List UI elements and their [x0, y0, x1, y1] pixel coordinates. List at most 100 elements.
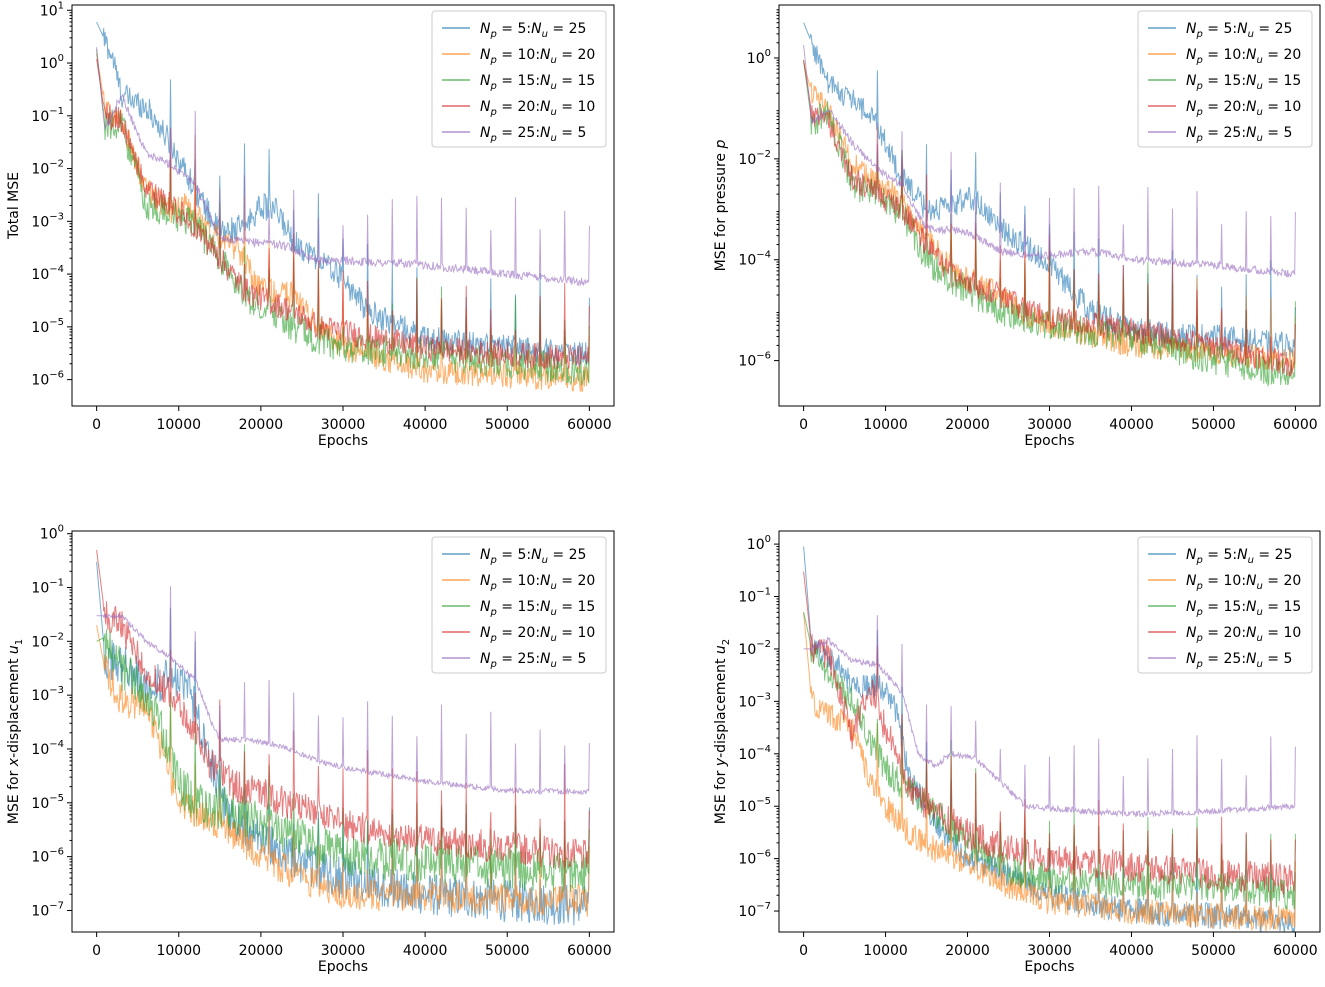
chart-panel-3: 0 10000 20000 30000 40000 50000 60000 100 10−1 10… — [6, 524, 615, 975]
legend-frame — [1137, 536, 1313, 674]
legend-label-2: Np = 10:Nu = 20 — [1186, 47, 1301, 66]
y-tick-label: 10−5 — [738, 796, 771, 815]
x-tick-label: 0 — [92, 943, 101, 959]
y-tick-label: 10−1 — [31, 106, 64, 125]
y-tick-label: 100 — [40, 524, 64, 543]
x-axis-label: Epochs — [318, 959, 368, 975]
x-tick-label: 10000 — [863, 417, 908, 433]
x-tick-label: 60000 — [1273, 943, 1318, 959]
y-tick-label: 10−6 — [738, 351, 771, 370]
series-line-5 — [803, 615, 1296, 818]
x-tick-label: 20000 — [239, 417, 284, 433]
legend-label-1: Np = 5:Nu = 25 — [1186, 21, 1292, 40]
legend-label-1: Np = 5:Nu = 25 — [480, 547, 586, 566]
series-line-5 — [803, 45, 1296, 278]
legend-label-1: Np = 5:Nu = 25 — [1186, 547, 1292, 566]
y-tick-label: 100 — [747, 534, 771, 553]
y-tick-label: 10−4 — [31, 264, 64, 283]
plot-area — [96, 21, 590, 393]
legend-label-3: Np = 15:Nu = 15 — [1186, 73, 1301, 92]
y-tick-label: 10−2 — [31, 631, 64, 650]
legend-label-4: Np = 20:Nu = 10 — [480, 99, 595, 118]
legend-label-1: Np = 5:Nu = 25 — [480, 21, 586, 40]
y-axis-label: Total MSE — [6, 172, 22, 240]
x-tick-label: 30000 — [1027, 943, 1072, 959]
y-axis-label: MSE for y-displacement u2 — [713, 639, 732, 824]
x-tick-label: 60000 — [567, 943, 612, 959]
x-axis-label: Epochs — [1024, 959, 1074, 975]
series-line-5 — [96, 47, 590, 287]
series-line-4 — [96, 58, 590, 370]
x-tick-label: 50000 — [485, 417, 530, 433]
x-tick-label: 30000 — [321, 943, 366, 959]
y-tick-label: 100 — [747, 48, 771, 67]
y-tick-label: 10−6 — [31, 847, 64, 866]
x-tick-label: 10000 — [863, 943, 908, 959]
legend: Np = 5:Nu = 25 Np = 10:Nu = 20 Np = 15:Nu … — [1137, 536, 1313, 674]
y-tick-label: 10−2 — [738, 149, 771, 168]
y-tick-label: 10−6 — [31, 370, 64, 389]
legend-frame — [431, 536, 607, 674]
y-tick-label: 10−7 — [31, 900, 64, 919]
y-tick-label: 10−5 — [31, 793, 64, 812]
x-tick-label: 50000 — [1191, 417, 1236, 433]
legend-label-5: Np = 25:Nu = 5 — [480, 651, 586, 670]
legend-frame — [1137, 10, 1313, 148]
plot-area — [96, 549, 590, 926]
legend: Np = 5:Nu = 25 Np = 10:Nu = 20 Np = 15:Nu … — [431, 536, 607, 674]
series-line-5 — [96, 586, 590, 796]
y-tick-label: 10−1 — [738, 587, 771, 606]
legend-label-2: Np = 10:Nu = 20 — [1186, 573, 1301, 592]
y-axis-label: MSE for pressure p — [713, 140, 729, 272]
x-tick-label: 50000 — [1191, 943, 1236, 959]
series-line-3 — [96, 49, 590, 386]
y-tick-label: 100 — [40, 53, 64, 72]
chart-panel-2: 0 10000 20000 30000 40000 50000 60000 100 10−2 10… — [713, 4, 1321, 449]
y-tick-label: 10−7 — [738, 901, 771, 920]
x-tick-label: 20000 — [945, 943, 990, 959]
x-tick-label: 0 — [92, 417, 101, 433]
y-tick-label: 10−3 — [738, 691, 771, 710]
series-line-3 — [803, 612, 1296, 910]
legend-label-2: Np = 10:Nu = 20 — [480, 573, 595, 592]
x-tick-label: 50000 — [485, 943, 530, 959]
x-tick-label: 0 — [799, 943, 808, 959]
series-line-2 — [96, 625, 590, 918]
x-tick-label: 60000 — [1273, 417, 1318, 433]
legend-label-3: Np = 15:Nu = 15 — [480, 599, 595, 618]
y-tick-label: 101 — [40, 0, 64, 19]
series-line-2 — [803, 612, 1296, 932]
legend-label-4: Np = 20:Nu = 10 — [1186, 625, 1301, 644]
legend: Np = 5:Nu = 25 Np = 10:Nu = 20 Np = 15:Nu … — [431, 10, 607, 148]
legend: Np = 5:Nu = 25 Np = 10:Nu = 20 Np = 15:Nu … — [1137, 10, 1313, 148]
legend-label-4: Np = 20:Nu = 10 — [1186, 99, 1301, 118]
y-tick-label: 10−2 — [738, 639, 771, 658]
legend-frame — [431, 10, 607, 148]
x-tick-label: 0 — [799, 417, 808, 433]
series-line-4 — [96, 549, 590, 870]
legend-label-5: Np = 25:Nu = 5 — [480, 125, 586, 144]
legend-label-2: Np = 10:Nu = 20 — [480, 47, 595, 66]
y-tick-label: 10−4 — [738, 744, 771, 763]
legend-label-3: Np = 15:Nu = 15 — [1186, 599, 1301, 618]
y-tick-label: 10−6 — [738, 849, 771, 868]
y-tick-label: 10−2 — [31, 159, 64, 178]
y-tick-label: 10−3 — [31, 211, 64, 230]
x-tick-label: 40000 — [1109, 417, 1154, 433]
y-tick-label: 10−1 — [31, 578, 64, 597]
y-tick-label: 10−3 — [31, 685, 64, 704]
y-tick-label: 10−4 — [31, 739, 64, 758]
y-tick-label: 10−4 — [738, 250, 771, 269]
x-tick-label: 20000 — [945, 417, 990, 433]
chart-panel-4: 0 10000 20000 30000 40000 50000 60000 100 10−1 10… — [713, 530, 1321, 975]
x-tick-label: 20000 — [239, 943, 284, 959]
plot-area — [803, 546, 1296, 932]
y-tick-label: 10−5 — [31, 317, 64, 336]
x-tick-label: 10000 — [156, 943, 201, 959]
x-axis-label: Epochs — [318, 433, 368, 449]
legend-label-5: Np = 25:Nu = 5 — [1186, 125, 1292, 144]
x-tick-label: 30000 — [1027, 417, 1072, 433]
x-tick-label: 30000 — [321, 417, 366, 433]
x-tick-label: 40000 — [1109, 943, 1154, 959]
